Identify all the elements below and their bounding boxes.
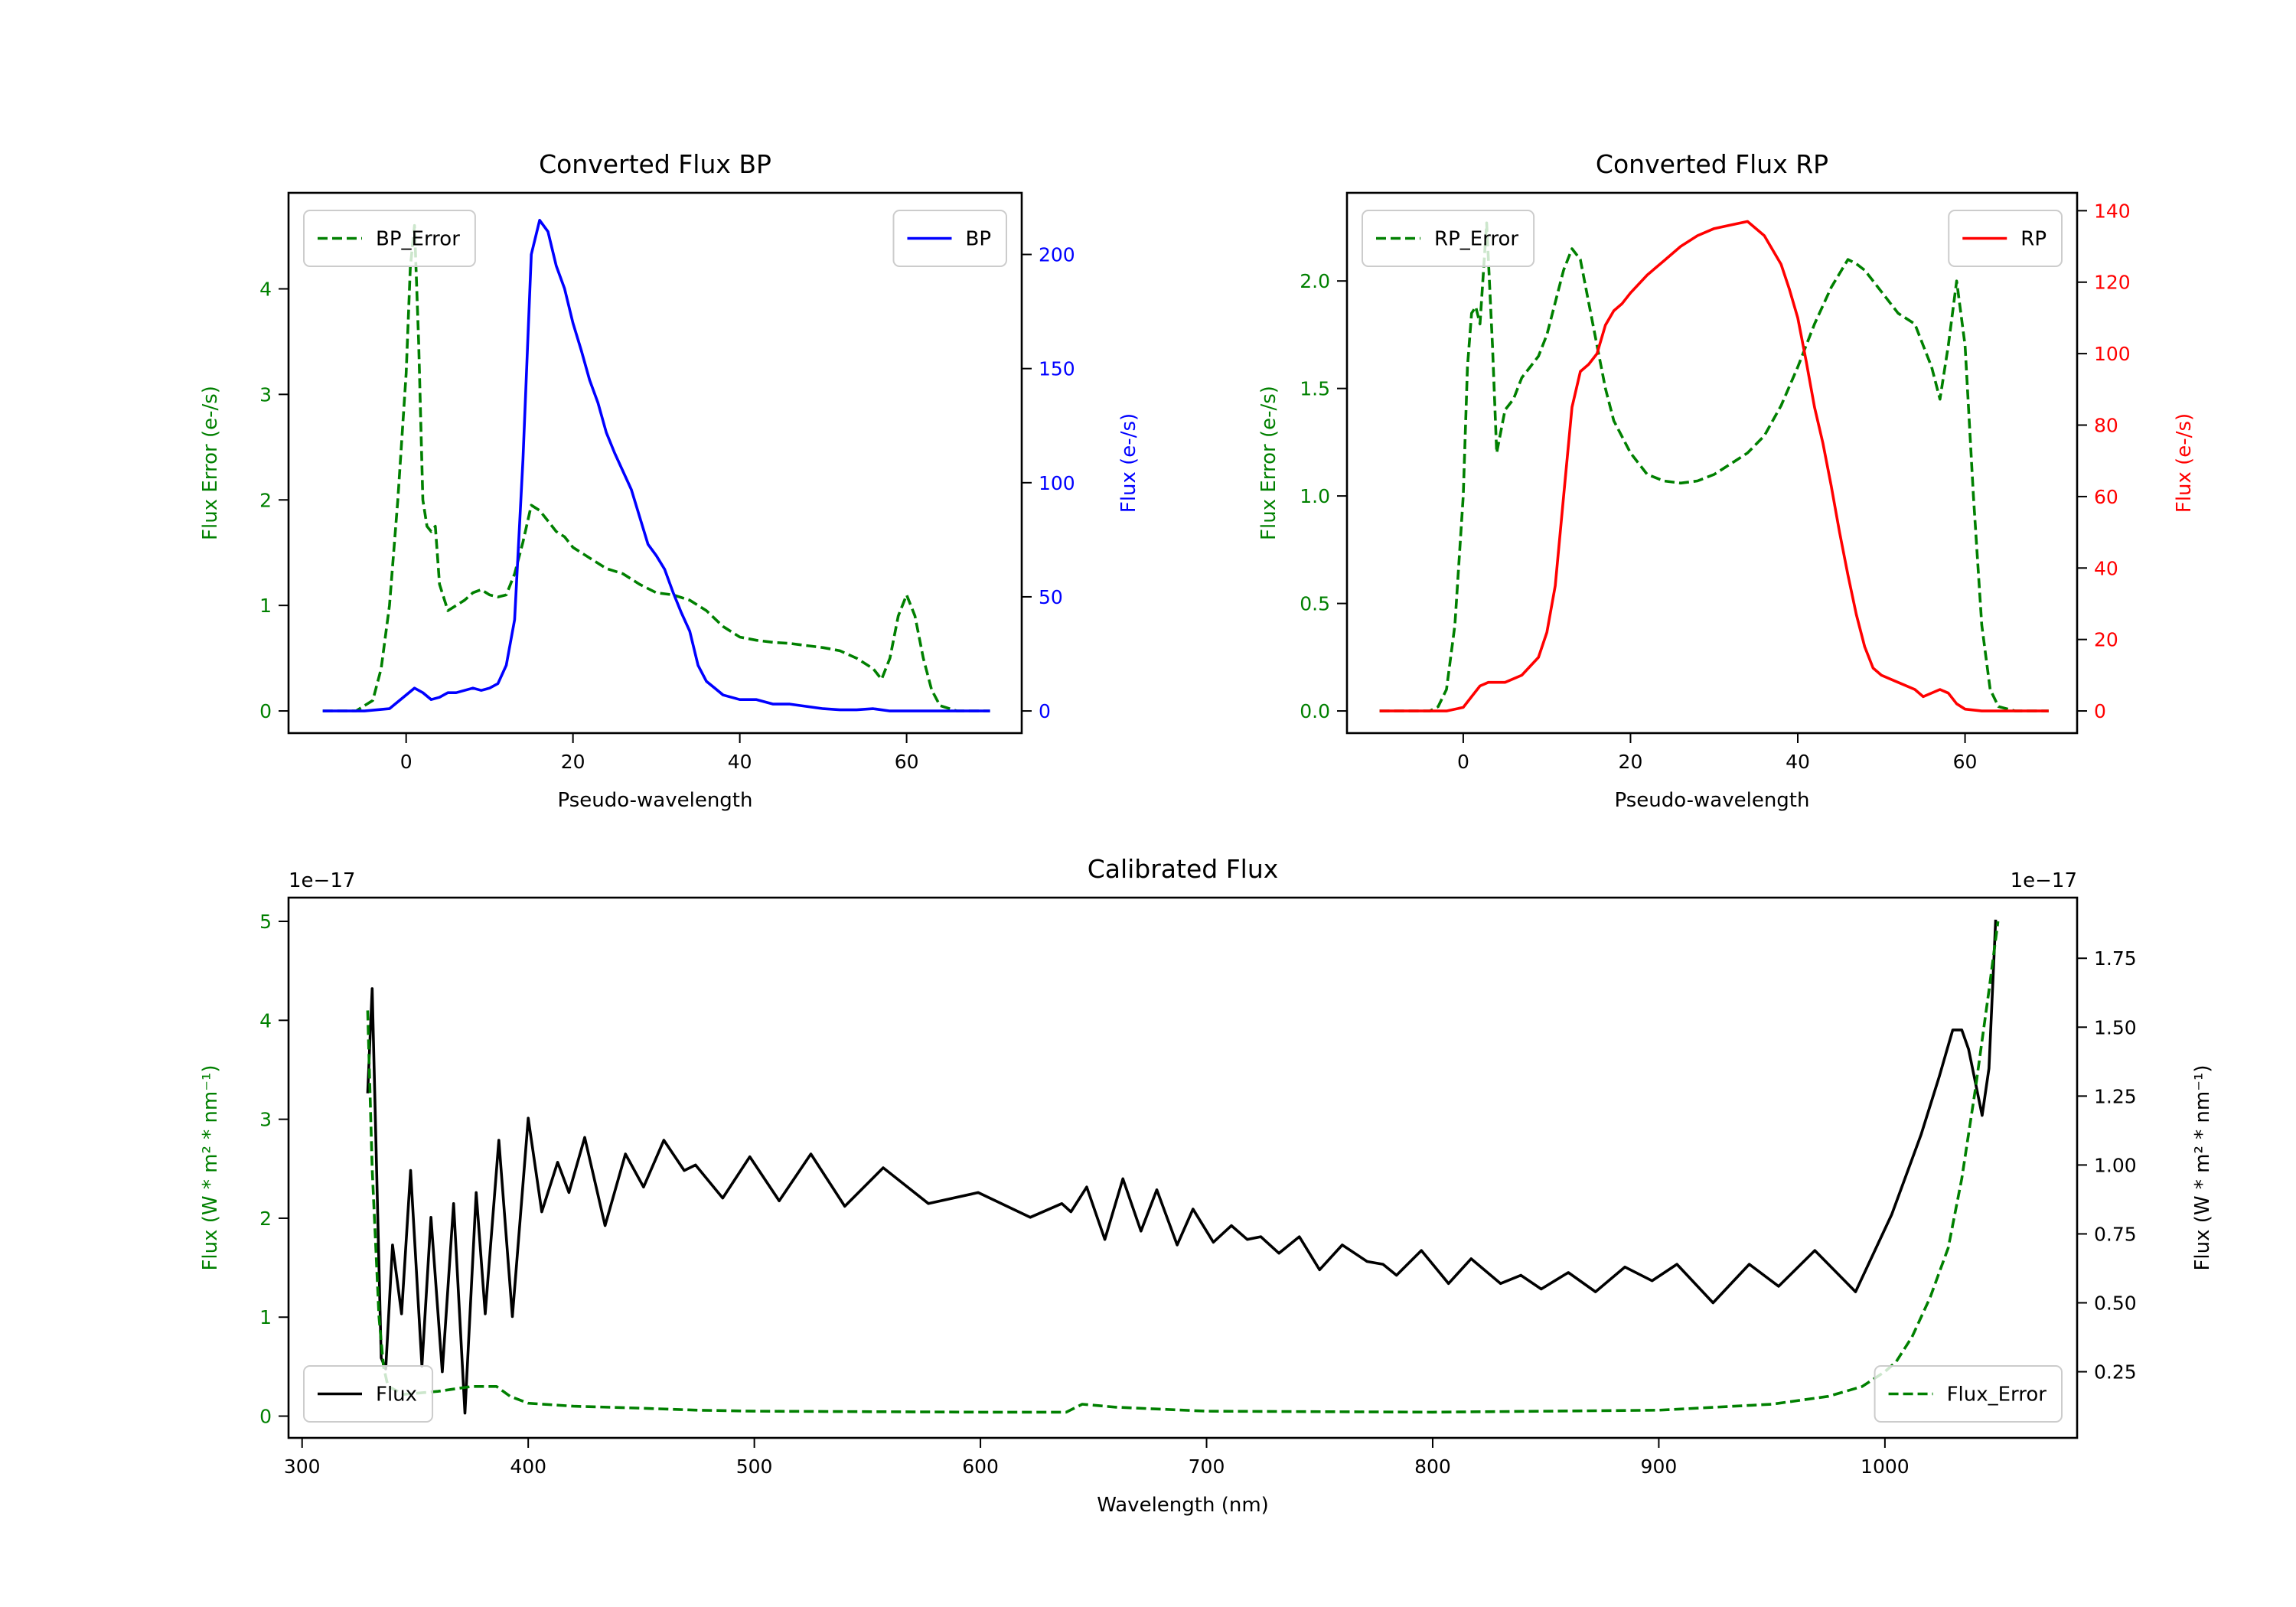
left-y-tick-label: 1.0 xyxy=(1300,485,1330,507)
left-y-tick-label: 0 xyxy=(259,1406,272,1428)
right-y-axis-label: Flux (e-/s) xyxy=(1117,413,1140,513)
legend-flux-error: Flux_Error xyxy=(1874,1365,2063,1423)
legend-label: BP xyxy=(965,228,991,251)
x-tick-label: 40 xyxy=(1786,751,1810,773)
left-y-axis-label: Flux Error (e-/s) xyxy=(1257,386,1280,540)
x-axis-label: Pseudo-wavelength xyxy=(1615,789,1810,812)
legend-label: RP xyxy=(2020,228,2047,251)
left-y-tick-label: 0.5 xyxy=(1300,593,1330,615)
left-y-tick-label: 4 xyxy=(259,278,272,300)
right-y-tick-label: 0.25 xyxy=(2094,1361,2137,1384)
right-y-tick-label: 1.50 xyxy=(2094,1016,2137,1038)
x-tick-label: 0 xyxy=(1457,751,1469,773)
chart-title: Converted Flux RP xyxy=(1596,149,1828,179)
series-line-bp-error xyxy=(322,223,990,712)
right-y-tick-label: 100 xyxy=(2094,343,2131,365)
chart-1: Converted Flux RP 0 20 40 60 Pseudo-wavelengt… xyxy=(1257,149,2196,812)
left-offset-text: 1e−17 xyxy=(289,869,355,892)
left-y-axis-label: Flux (W * m² * nm⁻¹) xyxy=(199,1064,222,1270)
left-y-tick-label: 3 xyxy=(259,383,272,406)
right-y-tick-label: 1.00 xyxy=(2094,1154,2137,1176)
axes-frame xyxy=(1345,191,2079,735)
chart-0: Converted Flux BP0 20 40 60Pseudo-wavelengt… xyxy=(199,149,1140,812)
right-y-tick-label: 80 xyxy=(2094,415,2118,437)
chart-title: Calibrated Flux xyxy=(1088,854,1279,884)
right-y-axis-label: Flux (e-/s) xyxy=(2173,413,2196,513)
left-y-tick-label: 1.5 xyxy=(1300,378,1330,400)
legend-box xyxy=(1362,210,1535,267)
right-y-tick-label: 50 xyxy=(1039,586,1063,608)
legend-label: RP_Error xyxy=(1434,228,1518,251)
legend-rp: RP xyxy=(1948,210,2063,267)
right-y-tick-label: 150 xyxy=(1039,358,1075,380)
right-y-tick-label: 0.50 xyxy=(2094,1292,2137,1315)
legend-label: BP_Error xyxy=(376,228,460,251)
right-y-tick-label: 60 xyxy=(2094,486,2118,508)
legend-label: Flux_Error xyxy=(1947,1384,2047,1407)
x-tick-label: 60 xyxy=(1953,751,1978,773)
x-axis-label: Wavelength (nm) xyxy=(1097,1494,1269,1517)
chart-2: Calibrated Flux 300 400 500 600 700 800 900 1000… xyxy=(199,854,2214,1517)
right-offset-text: 1e−17 xyxy=(2011,869,2077,892)
x-tick-label: 20 xyxy=(561,751,585,773)
x-tick-label: 20 xyxy=(1619,751,1643,773)
x-tick-label: 700 xyxy=(1189,1455,1225,1478)
right-y-tick-label: 0 xyxy=(1039,700,1051,722)
x-tick-label: 300 xyxy=(284,1455,321,1478)
chart-title: Converted Flux BP xyxy=(539,149,771,179)
x-tick-label: 0 xyxy=(400,751,413,773)
x-axis-label: Pseudo-wavelength xyxy=(558,789,753,812)
left-y-tick-label: 0 xyxy=(259,700,272,722)
left-y-tick-label: 2 xyxy=(259,1208,272,1230)
left-y-tick-label: 5 xyxy=(259,911,272,933)
right-y-tick-label: 140 xyxy=(2094,200,2131,222)
left-y-axis-label: Flux Error (e-/s) xyxy=(199,386,222,540)
right-y-tick-label: 100 xyxy=(1039,472,1075,494)
axes-frame xyxy=(287,896,2079,1439)
left-y-tick-label: 2 xyxy=(259,489,272,511)
left-y-tick-label: 3 xyxy=(259,1109,272,1131)
left-y-tick-label: 4 xyxy=(259,1009,272,1032)
left-y-tick-label: 1 xyxy=(259,1306,272,1328)
x-tick-label: 400 xyxy=(510,1455,546,1478)
axes-frame xyxy=(287,191,1023,735)
x-tick-label: 900 xyxy=(1641,1455,1678,1478)
series-line-flux xyxy=(366,919,1998,1415)
right-y-tick-label: 20 xyxy=(2094,629,2118,651)
right-y-tick-label: 120 xyxy=(2094,272,2131,294)
left-y-tick-label: 1 xyxy=(259,595,272,617)
series-line-rp-error xyxy=(1379,221,2049,712)
left-y-tick-label: 0.0 xyxy=(1300,700,1330,722)
legend-bp: BP xyxy=(892,210,1007,267)
right-y-tick-label: 0.75 xyxy=(2094,1223,2137,1245)
legend-flux: Flux xyxy=(303,1365,434,1423)
legend-bp-error: BP_Error xyxy=(303,210,476,267)
legend-box xyxy=(303,1365,434,1423)
x-tick-label: 60 xyxy=(895,751,919,773)
legend-box xyxy=(303,210,476,267)
right-y-tick-label: 40 xyxy=(2094,557,2118,579)
series-line-bp xyxy=(322,218,990,712)
x-tick-label: 500 xyxy=(736,1455,773,1478)
right-y-axis-label: Flux (W * m² * nm⁻¹) xyxy=(2191,1064,2214,1270)
left-y-tick-label: 2.0 xyxy=(1300,270,1330,292)
right-y-tick-label: 0 xyxy=(2094,700,2106,722)
right-y-tick-label: 1.25 xyxy=(2094,1085,2137,1107)
series-line-rp xyxy=(1379,220,2049,712)
right-y-tick-label: 200 xyxy=(1039,244,1075,266)
x-tick-label: 1000 xyxy=(1861,1455,1910,1478)
x-tick-label: 600 xyxy=(962,1455,999,1478)
legend-rp-error: RP_Error xyxy=(1362,210,1535,267)
legend-box xyxy=(1874,1365,2063,1423)
legend-label: Flux xyxy=(376,1384,417,1407)
x-tick-label: 40 xyxy=(728,751,752,773)
right-y-tick-label: 1.75 xyxy=(2094,947,2137,970)
x-tick-label: 800 xyxy=(1414,1455,1451,1478)
